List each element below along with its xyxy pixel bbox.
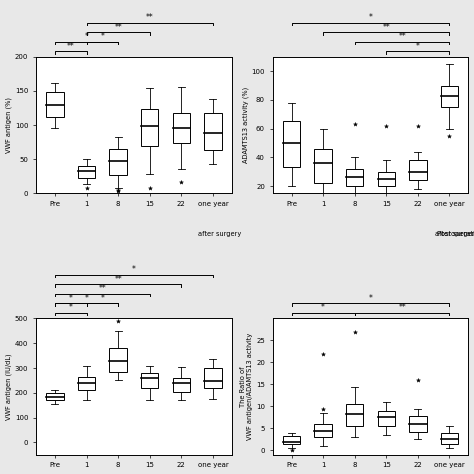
Text: *: *: [321, 303, 325, 312]
Text: *: *: [69, 294, 73, 303]
Text: **: **: [146, 13, 154, 22]
Bar: [378, 172, 395, 186]
Bar: [441, 433, 458, 444]
Text: after surgery: after surgery: [199, 231, 242, 237]
Text: **: **: [99, 284, 106, 293]
Bar: [141, 373, 158, 388]
Bar: [378, 411, 395, 426]
Bar: [346, 169, 364, 186]
Bar: [109, 347, 127, 372]
Y-axis label: The Ratio of
VWF antigen/ADAMTS13 activity: The Ratio of VWF antigen/ADAMTS13 activi…: [240, 333, 253, 440]
Text: *: *: [100, 32, 104, 41]
Bar: [141, 109, 158, 146]
Text: **: **: [114, 274, 122, 283]
Bar: [46, 393, 64, 400]
Text: *: *: [369, 294, 373, 303]
Text: **: **: [114, 23, 122, 32]
Text: *: *: [84, 294, 89, 303]
Bar: [109, 149, 127, 175]
Y-axis label: VWF antigen (%): VWF antigen (%): [6, 97, 12, 153]
Bar: [204, 113, 221, 150]
Text: *: *: [100, 294, 104, 303]
Text: *: *: [84, 32, 89, 41]
Bar: [346, 404, 364, 426]
Y-axis label: ADAMTS13 activity (%): ADAMTS13 activity (%): [242, 87, 249, 163]
Bar: [283, 121, 300, 167]
Text: *: *: [69, 303, 73, 312]
Text: **: **: [398, 32, 406, 41]
Text: **: **: [398, 303, 406, 312]
Bar: [78, 166, 95, 178]
Bar: [173, 378, 190, 392]
Bar: [409, 160, 427, 180]
Text: *: *: [132, 265, 136, 274]
Y-axis label: VWF antigen (IU/dL): VWF antigen (IU/dL): [6, 353, 12, 420]
Text: *: *: [369, 13, 373, 22]
Bar: [409, 416, 427, 432]
Bar: [283, 437, 300, 444]
Bar: [441, 86, 458, 107]
Text: after surgery: after surgery: [435, 231, 474, 237]
Bar: [204, 367, 221, 388]
Text: *: *: [416, 42, 420, 51]
Bar: [314, 424, 332, 437]
Bar: [173, 113, 190, 143]
Bar: [78, 377, 95, 390]
Text: **: **: [383, 23, 390, 32]
Bar: [314, 149, 332, 183]
Text: **: **: [67, 42, 74, 51]
Text: Postoperative day: Postoperative day: [437, 231, 474, 237]
Bar: [46, 92, 64, 117]
